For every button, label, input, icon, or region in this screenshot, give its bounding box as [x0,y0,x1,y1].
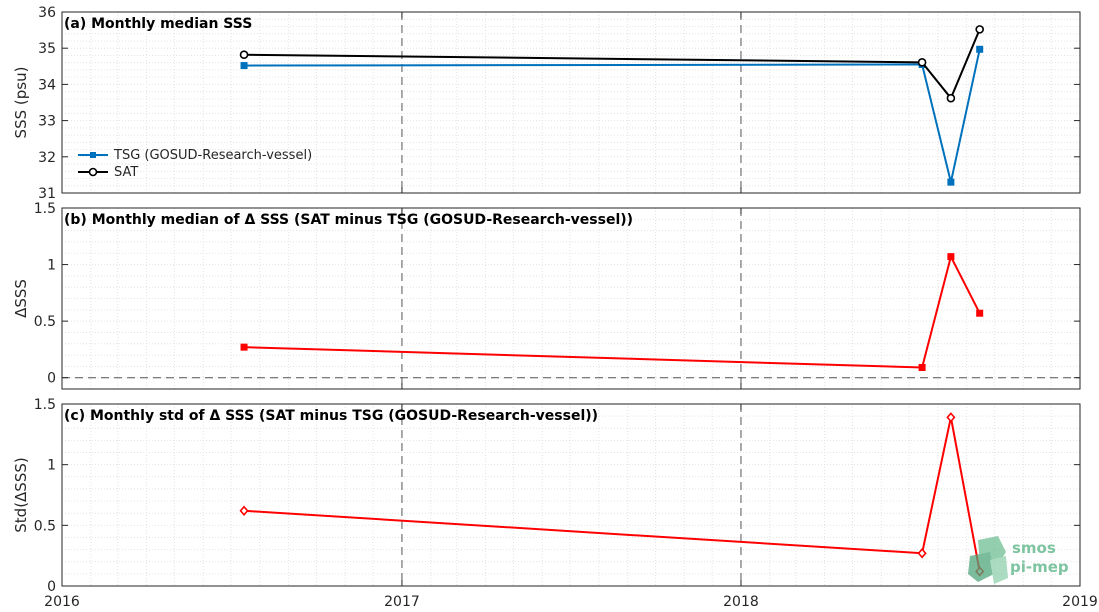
legend-label: TSG (GOSUD-Research-vessel) [113,148,312,163]
y-tick-label: 32 [38,150,56,166]
data-point [239,505,249,516]
data-point [239,50,249,60]
y-axis-label: Std(ΔSSS) [12,457,30,532]
logo-shape-3 [990,556,1008,584]
grid [62,403,1080,587]
panel-c: 0 0.5 1 1.5 Std(ΔSSS) (c) Monthly std of Δ SS… [12,397,1081,595]
panel-a: 31 32 33 34 35 36 SSS (psu) (a) Monthly median … [12,5,1081,202]
y-axis-label: ΔSSS [12,279,30,318]
y-tick-label: 0.5 [34,314,56,330]
panel-title: (b) Monthly median of Δ SSS (SAT minus T… [64,212,633,228]
series-line [244,49,981,183]
y-tick-label: 35 [38,41,56,57]
axes-frame [61,207,1081,390]
y-tick-label: 31 [38,186,56,202]
y-tick-label: 36 [38,5,56,21]
series-sat [239,25,984,103]
y-tick-label: 1.5 [34,397,56,413]
y-tick-label: 0 [47,371,56,387]
y-tick-label: 0 [47,579,56,595]
axes-frame [61,11,1081,194]
data-point [917,58,927,67]
legend: TSG (GOSUD-Research-vessel) SAT [78,148,312,180]
y-tick-label: 1 [47,458,56,474]
plot-area [62,12,1080,193]
plot-area [62,208,1080,389]
legend-marker [88,167,98,177]
panel-b: 0 0.5 1 1.5 ΔSSS (b) Monthly median of Δ SSS … [12,201,1081,390]
series-line [243,417,981,572]
grid [62,11,1080,194]
y-tick-label: 33 [38,114,56,130]
x-tick-label: 2019 [1062,594,1098,610]
panel-title: (a) Monthly median SSS [64,16,252,32]
data-point [946,93,956,103]
legend-marker [90,152,96,158]
data-point [918,364,926,372]
plot-area [62,404,1080,586]
data-point [917,548,927,559]
legend-label: SAT [114,165,138,180]
smos-pi-mep-logo: smos pi-mep [968,536,1069,584]
panel-title: (c) Monthly std of Δ SSS (SAT minus TSG … [64,408,598,424]
y-tick-label: 1.5 [34,201,56,217]
data-point [976,309,984,317]
y-axis-label: SSS (psu) [12,67,30,139]
data-point [946,412,956,423]
data-point [240,62,248,70]
x-tick-label: 2016 [44,594,80,610]
y-tick-label: 0.5 [34,518,56,534]
x-axis: 2016 2017 2018 2019 [44,594,1098,610]
logo-shape-2 [968,552,994,582]
data-point [947,178,955,186]
series-line [244,253,981,369]
x-tick-label: 2018 [723,594,759,610]
y-tick-label: 34 [38,77,56,93]
y-tick-label: 1 [47,258,56,274]
data-point [975,25,984,34]
axes-frame [61,403,1081,587]
logo-text-line1: smos [1012,539,1056,557]
series-line [244,28,981,101]
data-point [976,45,984,53]
logo-text-line2: pi-mep [1010,558,1069,576]
series-delta [240,253,984,372]
x-tick-label: 2017 [384,594,420,610]
data-point [240,343,248,351]
grid [62,207,1080,390]
data-point [947,253,955,261]
